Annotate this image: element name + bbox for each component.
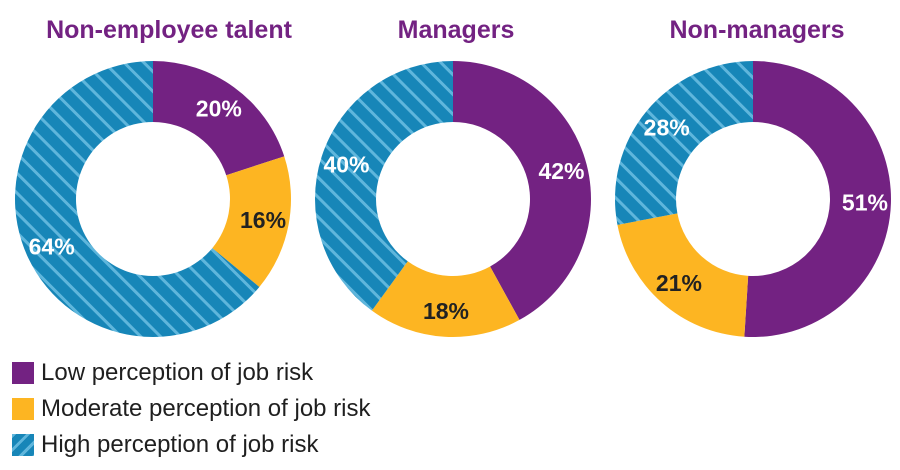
legend-swatch-low [12,362,34,384]
donut-slice-moderate [212,156,291,287]
donut-slice-low [453,61,591,320]
legend-item-high: High perception of job risk [12,431,371,459]
donut-slice-low [153,61,285,176]
donut-chart-1: Non-employee talent 20% 16% 64% [15,16,293,338]
donut-slice-high [615,61,753,225]
data-label-low: 51% [842,190,888,216]
data-label-high: 28% [644,115,690,141]
chart-title: Non-employee talent [46,16,293,44]
data-label-moderate: 21% [656,270,702,296]
legend-label-low: Low perception of job risk [41,359,314,386]
legend: Low perception of job risk Moderate perc… [12,359,371,467]
donut-slice-high [15,61,260,338]
chart-title: Managers [398,16,515,44]
data-label-low: 42% [538,158,584,184]
legend-swatch-high [12,434,34,456]
donut-slice-moderate [371,261,520,337]
legend-item-low: Low perception of job risk [12,359,371,387]
chart-title: Non-managers [669,16,844,44]
donut-chart-2: Managers 42% 18% 40% [315,16,591,337]
data-label-high: 64% [29,234,75,260]
legend-label-moderate: Moderate perception of job risk [41,395,371,422]
donut-slice-moderate [617,213,749,337]
legend-swatch-moderate [12,398,34,420]
donut-chart-3: Non-managers 51% 21% 28% [615,16,891,337]
legend-label-high: High perception of job risk [41,431,319,458]
data-label-moderate: 16% [240,207,286,233]
legend-item-moderate: Moderate perception of job risk [12,395,371,423]
data-label-high: 40% [323,151,369,177]
data-label-low: 20% [196,95,242,121]
donut-slice-low [744,61,891,337]
data-label-moderate: 18% [423,298,469,324]
donut-slice-high [315,61,453,311]
